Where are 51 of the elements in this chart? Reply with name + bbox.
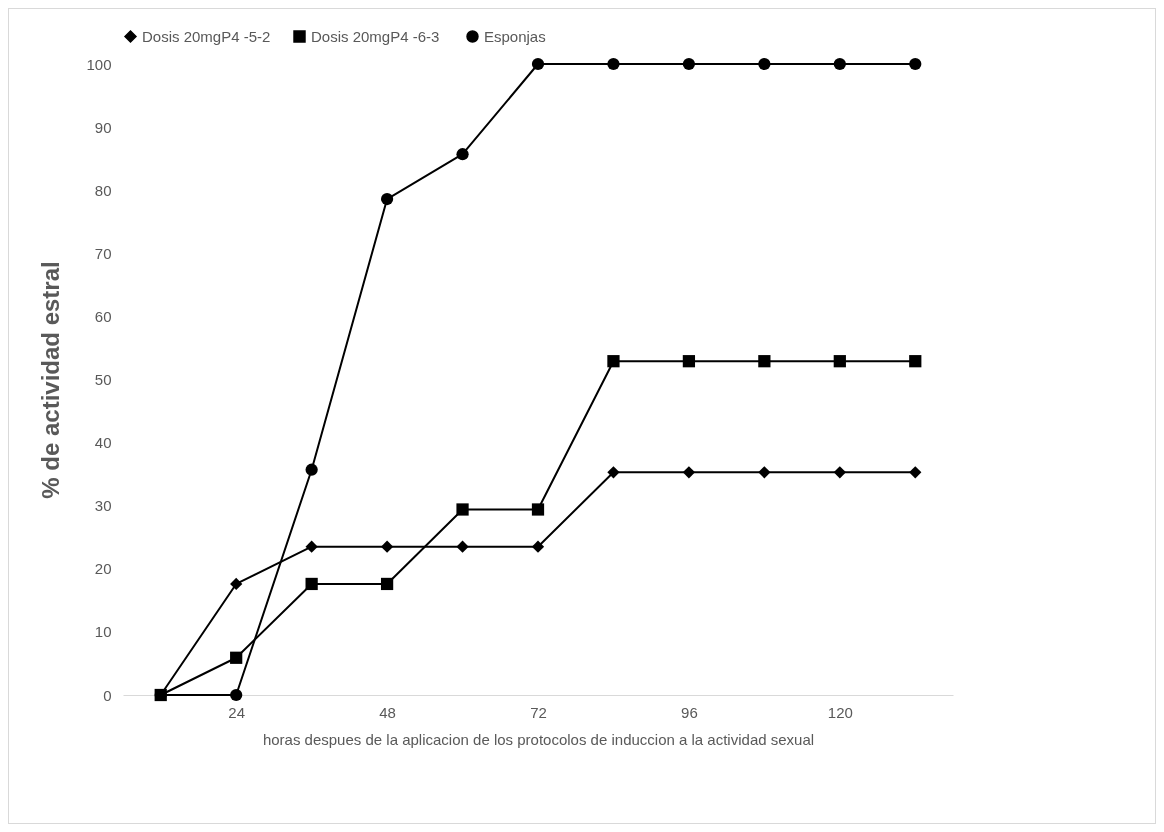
point xyxy=(380,540,394,553)
point xyxy=(682,355,696,368)
point xyxy=(607,466,620,479)
y-tick-label: 20 xyxy=(94,560,112,578)
y-tick-label: 50 xyxy=(94,371,112,388)
y-tick-label: 10 xyxy=(94,623,112,641)
point xyxy=(380,192,394,206)
point xyxy=(380,577,394,591)
x-tick-label: 24 xyxy=(228,703,246,721)
point xyxy=(305,463,318,476)
y-tick-label: 90 xyxy=(94,118,112,136)
x-axis-title: horas despues de la aplicacion de los protocolos de induccion a la actividad sexual xyxy=(262,730,815,748)
y-tick-label: 70 xyxy=(94,244,112,262)
point xyxy=(230,651,243,664)
y-tick-label: 40 xyxy=(94,434,112,452)
point xyxy=(758,57,771,71)
y-tick-label: 100 xyxy=(86,55,112,73)
point xyxy=(456,540,469,553)
point xyxy=(682,466,696,479)
y-axis-title: % de actividad estral xyxy=(37,261,65,499)
legend-label: Dosis 20mgP4 -5-2 xyxy=(142,27,271,45)
x-tick-label: 48 xyxy=(379,703,396,721)
point xyxy=(758,355,771,368)
point xyxy=(909,466,922,479)
point xyxy=(305,540,318,553)
point xyxy=(531,503,545,516)
point xyxy=(682,57,696,71)
x-tick-label: 120 xyxy=(827,703,853,721)
point xyxy=(607,355,620,368)
point xyxy=(456,503,469,516)
point xyxy=(833,355,846,368)
x-tick-label: 72 xyxy=(530,703,547,721)
y-tick-label: 0 xyxy=(103,686,112,704)
point xyxy=(909,57,922,71)
x-tick-label: 96 xyxy=(681,703,698,721)
point xyxy=(833,57,846,71)
point xyxy=(456,148,469,161)
y-tick-label: 80 xyxy=(94,181,112,199)
point xyxy=(531,540,545,553)
point xyxy=(305,577,318,591)
point xyxy=(909,355,922,368)
point xyxy=(833,466,846,479)
legend-label: Dosis 20mgP4 -6-3 xyxy=(311,27,440,45)
point xyxy=(230,688,243,702)
point xyxy=(758,466,771,479)
y-tick-label: 60 xyxy=(94,307,112,325)
point xyxy=(607,57,620,71)
point xyxy=(230,577,243,591)
legend-label: Esponjas xyxy=(484,27,546,45)
y-tick-label: 30 xyxy=(94,497,112,515)
point xyxy=(531,57,545,71)
